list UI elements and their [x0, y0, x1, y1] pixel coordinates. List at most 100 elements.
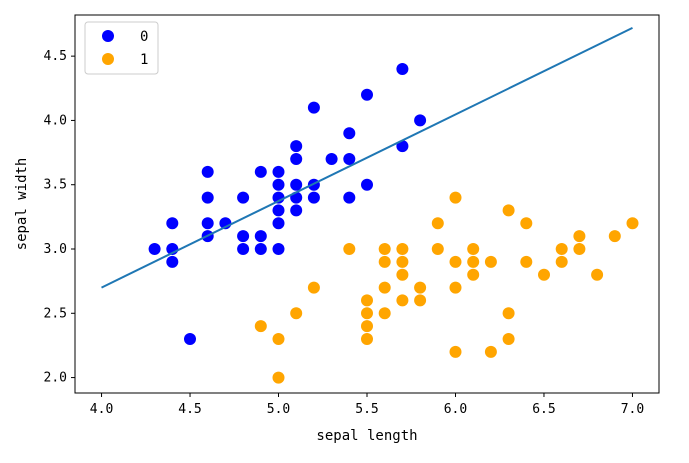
data-point-series-0-20 — [272, 217, 285, 230]
x-tick-label: 4.0 — [90, 402, 113, 417]
data-point-series-1-8 — [361, 320, 373, 333]
data-point-series-1-19 — [414, 294, 427, 307]
y-tick-label: 4.0 — [44, 113, 67, 128]
data-point-series-1-15 — [396, 255, 409, 268]
data-point-series-1-27 — [467, 255, 480, 268]
x-tick-label: 5.5 — [355, 402, 378, 417]
data-point-series-1-28 — [467, 268, 480, 281]
data-point-series-1-6 — [361, 294, 373, 307]
data-point-series-1-32 — [502, 307, 515, 320]
data-point-series-1-36 — [538, 268, 550, 281]
data-point-series-0-31 — [343, 127, 356, 140]
data-point-series-0-13 — [254, 165, 267, 178]
data-point-series-0-23 — [290, 153, 303, 165]
data-point-series-1-30 — [484, 345, 497, 358]
x-tick-label: 6.0 — [444, 402, 467, 417]
data-point-series-0-3 — [166, 255, 179, 268]
data-point-series-1-25 — [449, 345, 462, 358]
y-tick-label: 3.0 — [44, 242, 67, 257]
x-tick-label: 7.0 — [621, 402, 644, 417]
data-point-series-0-17 — [272, 178, 285, 191]
legend-entry-1: 1 — [140, 52, 148, 68]
y-axis-label: sepal width — [14, 158, 30, 251]
data-point-series-1-39 — [573, 230, 586, 243]
decision-boundary-line — [101, 27, 633, 289]
data-point-series-0-15 — [254, 243, 267, 255]
data-point-series-0-30 — [325, 153, 338, 165]
data-point-series-0-26 — [290, 204, 303, 217]
data-point-series-1-35 — [520, 255, 533, 268]
y-axis: 2.0 2.5 3.0 3.5 4.0 4.5 — [44, 49, 75, 386]
data-point-series-0-21 — [272, 243, 285, 255]
data-point-series-1-7 — [361, 307, 373, 320]
data-point-series-1-24 — [449, 281, 462, 294]
data-point-series-0-5 — [201, 165, 214, 178]
legend: 0 1 — [84, 21, 159, 75]
data-point-series-0-33 — [343, 191, 356, 204]
data-point-series-0-34 — [361, 88, 373, 101]
data-point-series-1-37 — [555, 243, 568, 255]
x-tick-label: 6.5 — [532, 402, 555, 417]
data-point-series-1-31 — [502, 204, 515, 217]
y-tick-label: 2.5 — [44, 306, 67, 321]
legend-marker-1 — [102, 53, 114, 65]
y-tick-label: 2.0 — [44, 371, 67, 386]
data-point-series-1-18 — [414, 281, 427, 294]
data-point-series-1-16 — [396, 268, 409, 281]
data-point-series-0-14 — [254, 230, 267, 243]
data-point-series-0-22 — [290, 140, 303, 153]
data-point-series-0-4 — [184, 333, 196, 345]
data-point-series-0-27 — [307, 101, 320, 114]
data-point-series-1-43 — [626, 217, 639, 230]
x-tick-label: 4.5 — [178, 402, 201, 417]
data-point-series-1-42 — [608, 230, 621, 243]
data-point-series-0-29 — [307, 191, 320, 204]
plot-area — [101, 27, 639, 384]
legend-marker-0 — [102, 30, 114, 42]
y-tick-label: 4.5 — [44, 49, 67, 64]
data-point-series-0-35 — [361, 178, 373, 191]
data-point-series-1-22 — [449, 191, 462, 204]
data-point-series-1-2 — [272, 371, 285, 384]
data-point-series-0-1 — [166, 217, 179, 230]
data-point-series-0-7 — [201, 217, 214, 230]
data-point-series-0-36 — [396, 63, 409, 75]
data-point-series-1-23 — [449, 255, 462, 268]
data-point-series-1-0 — [254, 320, 267, 333]
data-point-series-0-11 — [237, 230, 250, 243]
data-point-series-1-26 — [467, 243, 480, 255]
x-axis: 4.0 4.5 5.0 5.5 6.0 6.5 7.0 — [90, 393, 644, 417]
data-point-series-1-3 — [290, 307, 303, 320]
data-point-series-0-6 — [201, 191, 214, 204]
data-point-series-0-16 — [272, 165, 285, 178]
data-point-series-1-40 — [573, 243, 586, 255]
data-point-series-1-29 — [484, 255, 497, 268]
data-point-series-1-17 — [396, 294, 409, 307]
data-point-series-0-19 — [272, 204, 285, 217]
data-point-series-1-9 — [361, 333, 373, 345]
data-point-series-1-1 — [272, 333, 285, 345]
data-point-series-0-10 — [237, 191, 250, 204]
data-point-series-1-5 — [343, 243, 356, 255]
x-axis-label: sepal length — [316, 428, 417, 444]
y-tick-label: 3.5 — [44, 178, 67, 193]
data-point-series-1-41 — [591, 268, 604, 281]
data-point-series-0-12 — [237, 243, 250, 255]
data-point-series-1-12 — [378, 281, 391, 294]
data-point-series-0-38 — [414, 114, 427, 127]
data-point-series-0-0 — [148, 243, 161, 255]
data-point-series-1-11 — [378, 255, 391, 268]
data-point-series-1-4 — [307, 281, 320, 294]
data-point-series-0-37 — [396, 140, 409, 153]
data-point-series-0-32 — [343, 153, 356, 165]
data-point-series-1-33 — [502, 333, 515, 345]
legend-entry-0: 0 — [140, 29, 148, 45]
data-point-series-1-14 — [396, 243, 409, 255]
data-point-series-1-10 — [378, 243, 391, 255]
data-point-series-1-21 — [431, 243, 444, 255]
data-point-series-0-24 — [290, 178, 303, 191]
data-point-series-1-38 — [555, 255, 568, 268]
data-point-series-1-34 — [520, 217, 533, 230]
x-tick-label: 5.0 — [267, 402, 290, 417]
